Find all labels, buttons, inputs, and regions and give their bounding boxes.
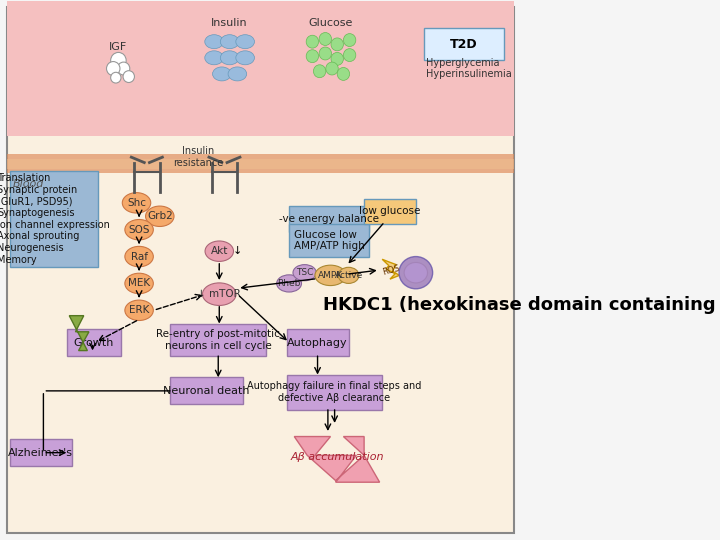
FancyBboxPatch shape xyxy=(289,206,369,232)
FancyBboxPatch shape xyxy=(10,439,72,466)
Circle shape xyxy=(331,52,343,65)
Text: SOS: SOS xyxy=(128,225,150,235)
Circle shape xyxy=(331,38,343,51)
Text: Autophagy: Autophagy xyxy=(287,338,348,348)
Ellipse shape xyxy=(122,193,150,213)
FancyBboxPatch shape xyxy=(170,377,243,404)
Text: ERK: ERK xyxy=(129,305,149,315)
Ellipse shape xyxy=(315,265,346,286)
FancyBboxPatch shape xyxy=(7,2,514,136)
Text: Insulin
resistance: Insulin resistance xyxy=(174,146,224,168)
Circle shape xyxy=(117,62,130,75)
Ellipse shape xyxy=(125,273,153,294)
Text: Autophagy failure in final steps and
defective Aβ clearance: Autophagy failure in final steps and def… xyxy=(247,381,421,403)
Text: Grb2: Grb2 xyxy=(147,211,173,221)
Text: Rheb: Rheb xyxy=(277,279,301,288)
Text: -ve energy balance: -ve energy balance xyxy=(279,214,379,224)
FancyBboxPatch shape xyxy=(423,28,504,60)
Text: low glucose: low glucose xyxy=(359,206,420,217)
Text: Akt: Akt xyxy=(210,246,228,256)
Text: Raf: Raf xyxy=(130,252,148,261)
Text: Hyperglycemia
Hyperinsulinemia: Hyperglycemia Hyperinsulinemia xyxy=(426,58,512,79)
Bar xyxy=(7,159,514,169)
Text: Active: Active xyxy=(335,271,363,280)
Ellipse shape xyxy=(204,35,223,49)
FancyBboxPatch shape xyxy=(287,329,348,356)
Text: HKDC1 (hexokinase domain containing 1: HKDC1 (hexokinase domain containing 1 xyxy=(323,296,720,314)
Text: Translation
Synaptic protein
(GluR1, PSD95)
Synaptogenesis
Ion channel expressio: Translation Synaptic protein (GluR1, PSD… xyxy=(0,173,110,265)
Text: Shc: Shc xyxy=(127,198,146,208)
FancyBboxPatch shape xyxy=(364,199,416,224)
Circle shape xyxy=(337,68,350,80)
Circle shape xyxy=(343,33,356,46)
Ellipse shape xyxy=(125,219,153,240)
Text: Growth: Growth xyxy=(73,338,114,348)
Ellipse shape xyxy=(399,256,433,289)
Circle shape xyxy=(111,72,121,83)
Text: Re-entry of post-mitotic
neurons in cell cycle: Re-entry of post-mitotic neurons in cell… xyxy=(156,329,280,350)
Text: ↓: ↓ xyxy=(233,246,242,256)
Circle shape xyxy=(111,52,126,69)
Circle shape xyxy=(107,62,120,76)
Ellipse shape xyxy=(204,51,223,65)
Ellipse shape xyxy=(220,35,239,49)
Ellipse shape xyxy=(125,300,153,321)
Text: ROS: ROS xyxy=(382,264,401,276)
Text: ↓ mTOR: ↓ mTOR xyxy=(197,289,241,299)
FancyBboxPatch shape xyxy=(289,224,369,256)
Text: AMPK: AMPK xyxy=(318,271,343,280)
Ellipse shape xyxy=(404,262,428,283)
Ellipse shape xyxy=(212,67,231,81)
FancyBboxPatch shape xyxy=(67,329,121,356)
FancyBboxPatch shape xyxy=(7,7,514,533)
FancyBboxPatch shape xyxy=(10,171,98,267)
Text: Blood: Blood xyxy=(12,179,44,189)
Ellipse shape xyxy=(293,265,316,281)
Text: Neuronal death: Neuronal death xyxy=(163,386,250,396)
Bar xyxy=(7,154,514,173)
Circle shape xyxy=(343,49,356,62)
Text: Insulin: Insulin xyxy=(211,18,248,28)
Circle shape xyxy=(326,62,338,75)
Text: MEK: MEK xyxy=(128,279,150,288)
Polygon shape xyxy=(382,259,400,279)
FancyBboxPatch shape xyxy=(170,323,266,356)
Circle shape xyxy=(123,71,135,83)
Ellipse shape xyxy=(125,246,153,267)
Circle shape xyxy=(319,47,331,60)
Ellipse shape xyxy=(202,283,236,306)
Circle shape xyxy=(306,35,318,48)
Ellipse shape xyxy=(338,267,359,284)
Text: IGF: IGF xyxy=(109,42,127,52)
FancyBboxPatch shape xyxy=(287,375,382,410)
Circle shape xyxy=(306,50,318,63)
Text: Glucose: Glucose xyxy=(308,18,353,28)
Ellipse shape xyxy=(276,275,302,292)
Ellipse shape xyxy=(236,35,254,49)
Text: T2D: T2D xyxy=(450,38,477,51)
Text: Glucose low
AMP/ATP high: Glucose low AMP/ATP high xyxy=(294,230,364,251)
Ellipse shape xyxy=(145,206,174,226)
Text: Aβ accumulation: Aβ accumulation xyxy=(290,452,384,462)
Ellipse shape xyxy=(228,67,247,81)
Ellipse shape xyxy=(205,241,233,261)
Polygon shape xyxy=(294,436,379,482)
Ellipse shape xyxy=(236,51,254,65)
Text: Alzheimer's: Alzheimer's xyxy=(9,448,73,458)
Circle shape xyxy=(313,65,326,78)
Ellipse shape xyxy=(220,51,239,65)
Text: TSC: TSC xyxy=(296,268,313,277)
Polygon shape xyxy=(69,316,89,350)
Circle shape xyxy=(319,32,331,45)
